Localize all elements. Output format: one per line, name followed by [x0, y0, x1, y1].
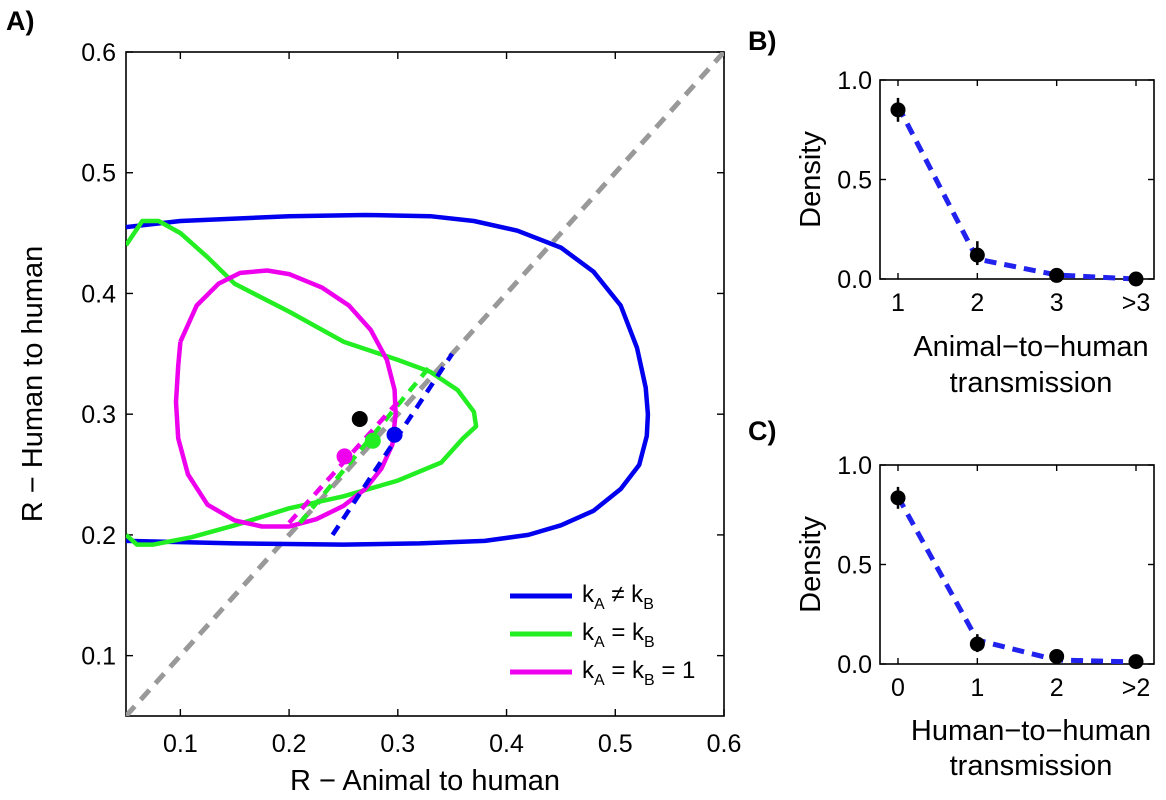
x-tick-label: 1 [891, 289, 905, 317]
panel-c-plot: 0.0 0.5 1.0 0 1 2 >2 Human−to−humantransmission… [795, 452, 1155, 782]
legend-label-k-a-equal-k-b-equal-1: kA = kB = 1 [582, 657, 695, 689]
x-tick-label: 0.3 [380, 730, 415, 758]
y-tick-label: 0.0 [837, 266, 872, 294]
x-tick-label: 0 [891, 674, 905, 702]
estimate-point-k-a-equal-k-b [364, 432, 381, 449]
y-axis-label: R − Human to human [17, 246, 49, 522]
axes-frame-panelC [879, 464, 1155, 665]
axes-frame-panelB [879, 79, 1155, 280]
x-tick-label: 2 [1050, 674, 1064, 702]
panel-b-plot: 0.0 0.5 1.0 1 2 3 >3 Animal−to−human transmissio… [795, 67, 1155, 399]
x-tick-label: 0.5 [598, 730, 633, 758]
legend-label-k-a-equal-k-b: kA = kB [582, 619, 655, 651]
plot-area-a [126, 52, 724, 716]
observed-point [890, 490, 906, 506]
y-axis-label: Density [795, 516, 827, 613]
y-tick-label: 0.1 [81, 643, 116, 671]
x-axis-label-line2: transmission [950, 750, 1113, 782]
panel-label-a: A) [6, 6, 35, 36]
x-tick-label: 0.6 [707, 730, 742, 758]
model-fit-line [895, 104, 1137, 282]
x-axis-label-line1: Animal−to−human [913, 331, 1148, 363]
x-tick-label: 1 [970, 674, 984, 702]
panel-label-c: C) [748, 416, 777, 446]
x-tick-label: 2 [970, 289, 984, 317]
estimate-point-k-a-equal-k-b-equal-1 [336, 448, 353, 465]
observed-point [1128, 271, 1144, 287]
observed-point [890, 102, 906, 118]
panel-a-plot: 0.1 0.2 0.3 0.4 0.5 0.6 0.1 0.2 0.3 0.4 0.5 0.6 R − … [17, 39, 741, 797]
y-tick-label: 0.4 [81, 280, 116, 308]
y-tick-label: 0.5 [837, 552, 872, 580]
estimate-point-k-a-not-equal-k-b [386, 426, 403, 443]
x-tick-label: >2 [1122, 674, 1151, 702]
observed-point [1128, 654, 1144, 670]
legend-a: kA ≠ kB kA = kB kA = kB = 1 [510, 581, 695, 689]
x-axis-label-line2: transmission [950, 367, 1113, 399]
legend-label-k-a-not-equal-k-b: kA ≠ kB [582, 581, 654, 613]
observed-point [1049, 267, 1065, 283]
observed-point [969, 636, 985, 652]
y-tick-label: 0.3 [81, 401, 116, 429]
panel-label-b: B) [748, 26, 777, 56]
regression-line-k-a-not-equal-k-b [330, 352, 455, 537]
x-tick-label: 0.2 [272, 730, 307, 758]
identity-reference-line [126, 52, 724, 716]
x-tick-label: >3 [1122, 289, 1151, 317]
observed-point [969, 247, 985, 263]
y-tick-label: 0.5 [837, 167, 872, 195]
observed-point [351, 411, 368, 428]
x-tick-label: 3 [1050, 289, 1064, 317]
contour-k-a-equal-k-b [126, 218, 479, 547]
y-tick-label: 1.0 [837, 452, 872, 480]
regression-line-k-a-equal-k-b [298, 364, 433, 525]
y-axis-label: Density [795, 131, 827, 228]
model-fit-line [895, 495, 1137, 665]
y-tick-label: 0.2 [81, 522, 116, 550]
y-tick-label: 0.5 [81, 160, 116, 188]
contour-k-a-not-equal-k-b [126, 212, 651, 547]
x-tick-label: 0.4 [489, 730, 524, 758]
y-tick-label: 0.0 [837, 651, 872, 679]
y-tick-label: 0.6 [81, 39, 116, 67]
y-tick-label: 1.0 [837, 67, 872, 95]
x-axis-label: R − Animal to human [290, 765, 560, 797]
x-axis-label-line1: Human−to−human [911, 715, 1151, 747]
axes-frame-a [125, 51, 725, 717]
observed-point [1049, 648, 1065, 664]
x-tick-label: 0.1 [163, 730, 198, 758]
